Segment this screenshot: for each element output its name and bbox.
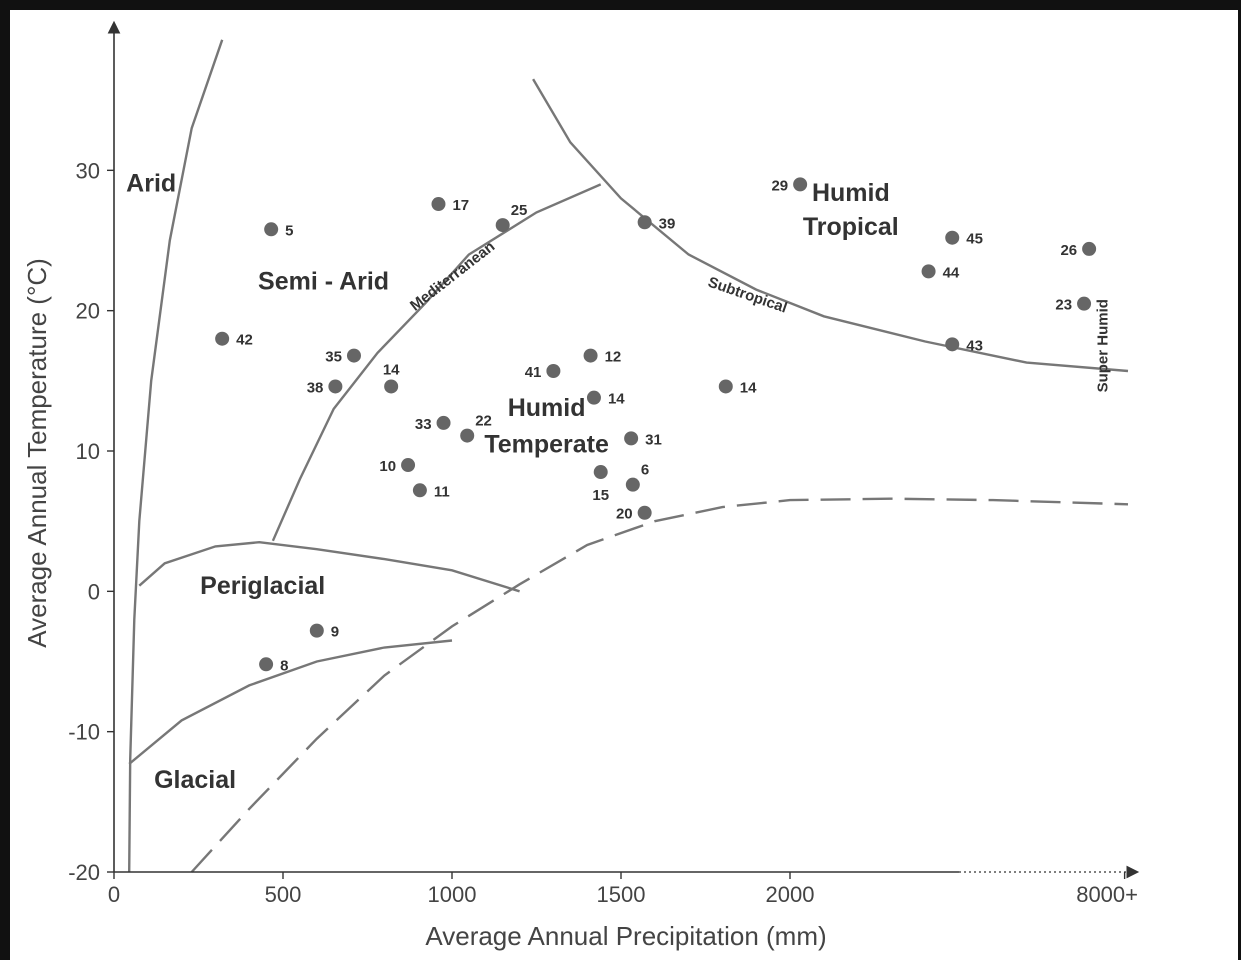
y-tick-label: -20 (68, 860, 100, 885)
x-tick-label: 1500 (597, 882, 646, 907)
point-label: 31 (645, 431, 662, 448)
data-point (945, 230, 960, 245)
x-tick-label: 500 (265, 882, 302, 907)
region-label: Humid (812, 179, 890, 207)
data-point (637, 215, 652, 230)
dashed-boundary-line (190, 497, 1129, 873)
mediterranean-boundary-line (271, 183, 602, 542)
curve-label: Super Humid (1095, 299, 1112, 392)
climate-chart: Average Annual Precipitation (mm) Average… (22, 20, 1140, 951)
data-point (346, 348, 361, 363)
point-label: 29 (771, 177, 788, 194)
axes: Average Annual Precipitation (mm) Average… (22, 20, 1140, 951)
data-point (401, 458, 416, 473)
data-point (384, 379, 399, 394)
point-label: 33 (415, 416, 432, 433)
tick-labels: 30 20 10 0 -10 -20 0 500 1000 1500 2000 8000+ (68, 158, 1138, 907)
point-label: 10 (379, 458, 396, 475)
boundary-lines (128, 39, 1129, 873)
region-label: Semi - Arid (258, 268, 389, 296)
x-tick-label: 8000+ (1076, 882, 1138, 907)
data-point (586, 390, 601, 405)
x-tick-label: 0 (108, 882, 120, 907)
point-label: 44 (943, 264, 960, 281)
region-label: Periglacial (200, 572, 325, 600)
y-tick-label: 0 (88, 579, 100, 604)
data-point (546, 364, 561, 379)
subtropical-boundary-line (532, 78, 1129, 373)
y-axis-title: Average Annual Temperature (°C) (22, 258, 52, 648)
point-label: 42 (236, 332, 253, 349)
data-point (1077, 296, 1092, 311)
chart-frame: Average Annual Precipitation (mm) Average… (10, 10, 1238, 960)
data-point (718, 379, 733, 394)
region-label: Temperate (484, 430, 609, 458)
data-point (259, 657, 274, 672)
y-tick-label: -10 (68, 720, 100, 745)
glacial-boundary-line (128, 639, 453, 765)
y-tick-label: 20 (76, 299, 100, 324)
region-label: Arid (126, 169, 176, 197)
data-point (436, 415, 451, 430)
data-point (945, 337, 960, 352)
periglacial-upper-line (138, 540, 520, 593)
point-label: 12 (605, 349, 622, 366)
point-label: 41 (525, 364, 542, 381)
arid-boundary-line (128, 39, 224, 873)
data-point (625, 477, 640, 492)
data-point (264, 222, 279, 237)
data-point (637, 505, 652, 520)
region-label: Tropical (803, 213, 899, 241)
region-label: Humid (508, 394, 586, 422)
y-tick-label: 30 (76, 158, 100, 183)
point-label: 23 (1055, 297, 1072, 314)
point-label: 6 (641, 462, 649, 479)
point-label: 11 (434, 483, 450, 500)
data-point (583, 348, 598, 363)
x-tick-label: 2000 (766, 882, 815, 907)
point-label: 38 (307, 379, 324, 396)
x-axis-title: Average Annual Precipitation (mm) (425, 921, 826, 951)
point-label: 14 (608, 391, 625, 408)
data-point (793, 177, 808, 192)
curve-label: Subtropical (706, 274, 790, 317)
point-label: 9 (331, 624, 339, 641)
point-label: 8 (280, 657, 288, 674)
region-labels: Arid Semi - Arid Humid Temperate Humid Tropic… (126, 169, 1112, 793)
point-label: 14 (383, 361, 400, 378)
point-label: 20 (616, 506, 633, 523)
data-point (412, 483, 427, 498)
region-label: Glacial (154, 766, 236, 794)
data-point (1082, 241, 1097, 256)
curve-label: Mediterranean (407, 238, 498, 315)
point-label: 5 (285, 222, 293, 239)
point-label: 25 (511, 202, 528, 219)
point-label: 39 (659, 215, 676, 232)
point-label: 26 (1060, 242, 1077, 259)
data-point (309, 623, 324, 638)
data-point (215, 331, 230, 346)
point-label: 43 (966, 337, 983, 354)
data-point (431, 197, 446, 212)
point-label: 22 (475, 413, 492, 430)
point-label: 15 (592, 487, 609, 504)
data-point (495, 218, 510, 233)
y-tick-label: 10 (76, 439, 100, 464)
point-label: 17 (452, 197, 469, 214)
data-point (460, 428, 475, 443)
data-point (593, 465, 608, 480)
data-point (624, 431, 639, 446)
point-label: 14 (740, 379, 757, 396)
data-point (328, 379, 343, 394)
x-tick-label: 1000 (428, 882, 477, 907)
data-point (921, 264, 936, 279)
point-label: 35 (325, 349, 342, 366)
point-label: 45 (966, 231, 983, 248)
